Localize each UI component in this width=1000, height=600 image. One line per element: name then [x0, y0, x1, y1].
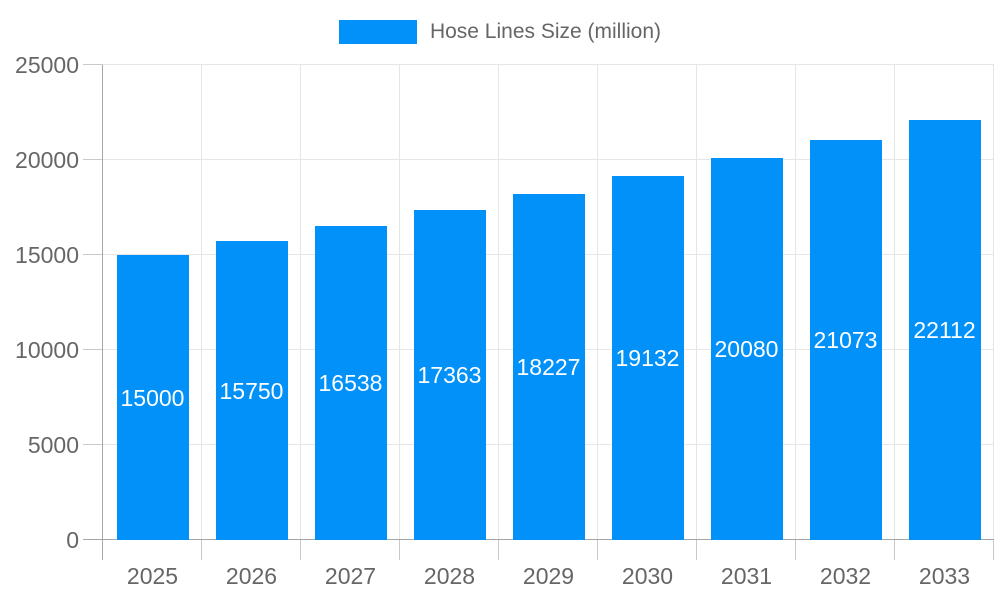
bar-value-label: 22112 [913, 317, 976, 343]
x-gridline [300, 65, 301, 540]
x-tick [894, 540, 895, 560]
y-axis-tick-label: 10000 [15, 337, 79, 363]
bar-value-label: 16538 [318, 370, 383, 396]
x-tick [597, 540, 598, 560]
bar[interactable] [612, 176, 684, 540]
y-axis-tick-label: 15000 [15, 242, 79, 268]
x-tick [201, 540, 202, 560]
y-tick [83, 254, 103, 255]
bar-value-label: 18227 [516, 354, 581, 380]
x-gridline [498, 65, 499, 540]
bar-value-label: 17363 [417, 362, 482, 388]
x-axis-tick-label: 2033 [918, 563, 971, 589]
y-tick [83, 444, 103, 445]
x-gridline [894, 65, 895, 540]
bar[interactable] [810, 140, 882, 540]
y-axis-line [102, 65, 103, 560]
bar[interactable] [711, 158, 783, 540]
x-axis-tick-label: 2026 [225, 563, 278, 589]
bar[interactable] [117, 255, 189, 540]
x-axis-tick-label: 2031 [720, 563, 773, 589]
y-axis-tick-label: 0 [66, 527, 79, 553]
bar[interactable] [909, 120, 981, 540]
bar[interactable] [513, 194, 585, 540]
x-axis-tick-label: 2025 [126, 563, 179, 589]
y-tick [83, 349, 103, 350]
legend-label: Hose Lines Size (million) [429, 20, 662, 43]
bar-value-label: 21073 [813, 327, 878, 353]
bar-value-label: 19132 [615, 345, 680, 371]
y-axis-tick-label: 20000 [15, 147, 79, 173]
x-axis-tick-label: 2032 [819, 563, 872, 589]
chart-legend[interactable]: Hose Lines Size (million) [0, 18, 1000, 46]
bar[interactable] [216, 241, 288, 540]
bar[interactable] [414, 210, 486, 540]
bar-value-label: 20080 [714, 336, 779, 362]
x-gridline [597, 65, 598, 540]
y-gridline [103, 159, 994, 160]
x-gridline [696, 65, 697, 540]
x-tick [795, 540, 796, 560]
x-axis-tick-label: 2027 [324, 563, 377, 589]
x-axis-tick-label: 2029 [522, 563, 575, 589]
y-gridline [103, 64, 994, 65]
legend-swatch [338, 20, 417, 44]
y-axis-tick-label: 5000 [27, 432, 79, 458]
x-tick [993, 540, 994, 560]
y-tick [83, 64, 103, 65]
y-tick [83, 159, 103, 160]
y-axis-tick-label: 25000 [15, 52, 79, 78]
x-tick [399, 540, 400, 560]
x-tick [300, 540, 301, 560]
x-axis-tick-label: 2028 [423, 563, 476, 589]
x-tick [498, 540, 499, 560]
x-gridline [399, 65, 400, 540]
x-gridline [993, 65, 994, 540]
x-gridline [795, 65, 796, 540]
bar-value-label: 15750 [219, 378, 284, 404]
bar[interactable] [315, 226, 387, 540]
x-axis-tick-label: 2030 [621, 563, 674, 589]
x-tick [696, 540, 697, 560]
bar-value-label: 15000 [120, 385, 185, 411]
x-gridline [201, 65, 202, 540]
